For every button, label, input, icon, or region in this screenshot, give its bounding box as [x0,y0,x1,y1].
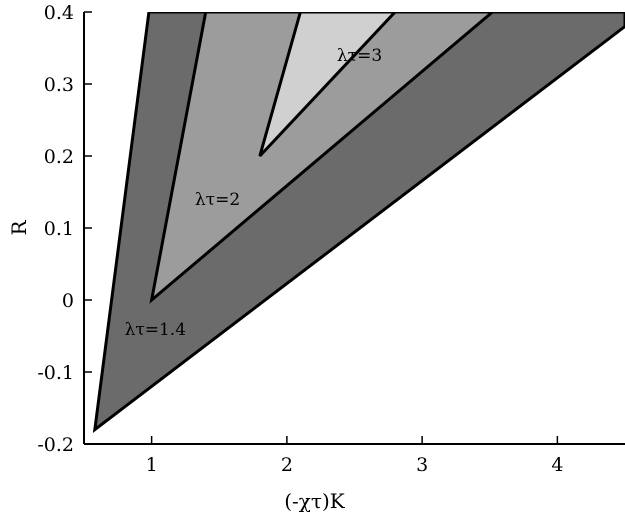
region-label-3: λτ=3 [337,46,382,66]
y-axis-title: R [7,220,31,236]
y-tick-label: 0.4 [44,2,74,24]
region-3 [258,12,398,158]
y-tick-label: 0.2 [44,146,74,168]
region-label-1: λτ=1.4 [125,320,186,340]
y-tick-label: 0.3 [44,74,74,96]
region-2 [149,12,495,304]
x-axis-title: (-χτ)K [284,489,346,513]
region-labels-layer: λτ=1.4 λτ=2 λτ=3 [125,46,383,340]
y-tick-label: -0.1 [37,362,74,384]
x-tick-label: 1 [146,454,158,476]
region-label-2: λτ=2 [195,190,240,210]
y-tick-label: 0.1 [44,218,74,240]
y-tick-label: -0.2 [37,434,74,456]
regions-layer [92,12,625,433]
x-tick-label: 4 [551,454,563,476]
x-tick-label: 3 [416,454,428,476]
ticks-layer: 1 2 3 4 -0.2 -0.1 0 0.1 0.2 0.3 0.4 [37,2,563,476]
x-tick-label: 2 [281,454,293,476]
y-tick-label: 0 [62,290,74,312]
